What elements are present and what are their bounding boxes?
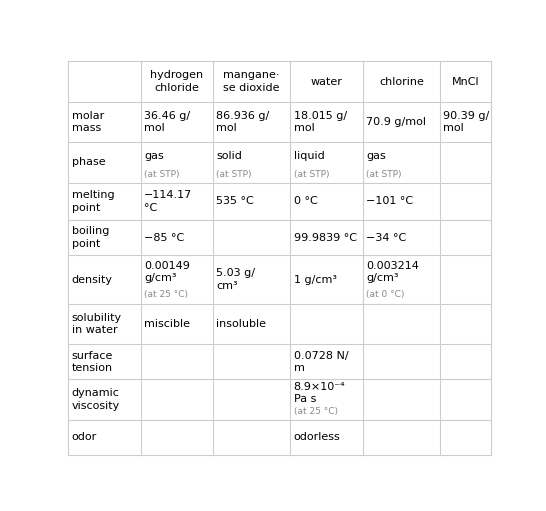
Text: (at 25 °C): (at 25 °C) [294,407,338,416]
Text: chlorine: chlorine [379,77,424,86]
Text: (at STP): (at STP) [294,170,329,179]
Text: −34 °C: −34 °C [366,233,406,243]
Text: (at STP): (at STP) [144,170,180,179]
Text: 0.003214
g/cm³: 0.003214 g/cm³ [366,261,419,283]
Text: MnCl: MnCl [452,77,479,86]
Text: 86.936 g/
mol: 86.936 g/ mol [216,111,270,133]
Text: water: water [311,77,342,86]
Text: hydrogen
chloride: hydrogen chloride [150,71,204,93]
Text: −114.17
°C: −114.17 °C [144,190,192,213]
Text: gas: gas [366,151,386,161]
Text: (at 25 °C): (at 25 °C) [144,290,188,299]
Text: melting
point: melting point [72,190,114,213]
Text: solubility
in water: solubility in water [72,313,122,336]
Text: insoluble: insoluble [216,319,266,329]
Text: (at STP): (at STP) [366,170,402,179]
Text: boiling
point: boiling point [72,226,109,249]
Text: 18.015 g/
mol: 18.015 g/ mol [294,111,347,133]
Text: phase: phase [72,157,105,168]
Text: 8.9×10⁻⁴
Pa s: 8.9×10⁻⁴ Pa s [294,382,346,404]
Text: 1 g/cm³: 1 g/cm³ [294,274,337,285]
Text: 0.0728 N/
m: 0.0728 N/ m [294,351,348,373]
Text: molar
mass: molar mass [72,111,104,133]
Text: mangane·
se dioxide: mangane· se dioxide [223,71,280,93]
Text: 0 °C: 0 °C [294,196,317,206]
Text: 36.46 g/
mol: 36.46 g/ mol [144,111,190,133]
Text: (at STP): (at STP) [216,170,252,179]
Text: liquid: liquid [294,151,324,161]
Text: 70.9 g/mol: 70.9 g/mol [366,117,426,127]
Text: 90.39 g/
mol: 90.39 g/ mol [443,111,490,133]
Text: (at 0 °C): (at 0 °C) [366,290,405,299]
Text: 99.9839 °C: 99.9839 °C [294,233,357,243]
Text: gas: gas [144,151,164,161]
Text: 5.03 g/
cm³: 5.03 g/ cm³ [216,268,256,291]
Text: odorless: odorless [294,432,341,443]
Text: density: density [72,274,112,285]
Text: 535 °C: 535 °C [216,196,254,206]
Text: −85 °C: −85 °C [144,233,185,243]
Text: −101 °C: −101 °C [366,196,413,206]
Text: surface
tension: surface tension [72,351,113,373]
Text: miscible: miscible [144,319,190,329]
Text: odor: odor [72,432,97,443]
Text: 0.00149
g/cm³: 0.00149 g/cm³ [144,261,190,283]
Text: dynamic
viscosity: dynamic viscosity [72,388,120,411]
Text: solid: solid [216,151,242,161]
